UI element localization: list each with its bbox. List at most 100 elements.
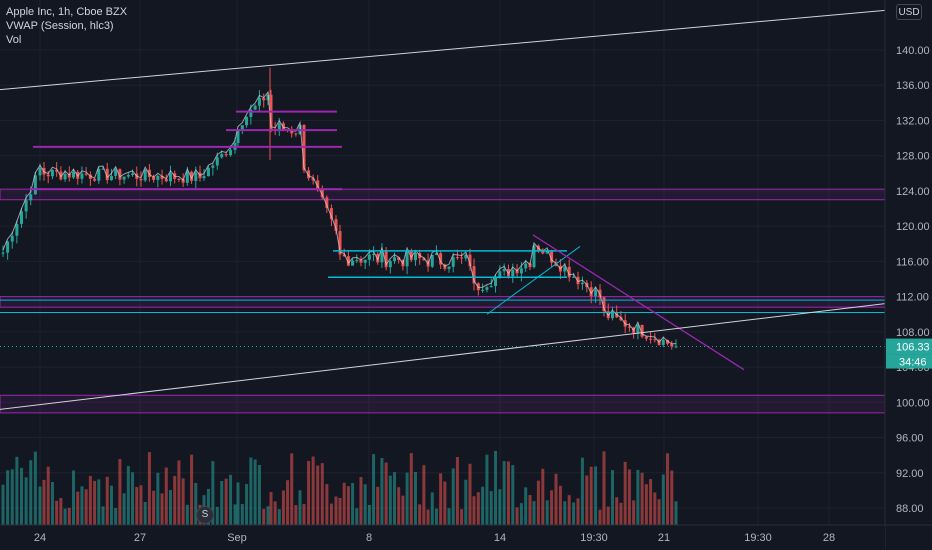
volume-bar [6,470,10,525]
volume-bar [623,461,627,525]
volume-bar [376,486,380,525]
time-axis-labels: 24 27 Sep 8 14 19:30 21 19:30 28 [34,532,835,544]
volume-bar [409,453,413,525]
volume-indicator-label[interactable]: Vol [6,34,22,46]
volume-bar [236,482,240,525]
candle-body [55,169,59,172]
time-tick-label: Sep [227,532,247,544]
volume-bar [413,471,417,525]
session-breaks-icon[interactable]: S [196,506,214,524]
candle-body [380,250,384,263]
candle-body [485,287,489,290]
volume-bar [266,506,270,525]
currency-button[interactable]: USD [896,4,922,20]
candle-body [101,168,105,170]
candle-body [439,253,443,265]
vwap-indicator-label[interactable]: VWAP (Session, hlc3) [6,20,114,32]
volume-bar [286,480,290,525]
volume-bar [194,483,198,525]
volume-bar [384,462,388,525]
volume-bar [363,484,367,525]
volume-bar [84,489,88,525]
candle-body [455,257,459,259]
candle-body [666,339,670,344]
volume-bar [451,468,455,525]
volume-bar [380,457,384,525]
volume-bar [152,490,156,525]
candle-body [181,179,185,183]
volume-bar [545,500,549,525]
price-tick-label: 108.00 [896,327,930,339]
volume-bar [298,490,302,525]
candle-body [126,175,130,177]
volume-bar [229,474,233,525]
volume-bar [649,479,653,525]
candle-body [80,173,84,179]
time-axis-panel [0,525,885,550]
candle-body [460,257,464,259]
volume-bar [567,495,571,525]
candle-body [262,98,266,101]
candle-body [359,260,363,263]
volume-bar [359,477,363,525]
volume-bar [190,454,194,525]
volume-bar [338,497,342,525]
candle-body [367,254,371,260]
volume-bar [316,465,320,525]
chart-legend: Apple Inc, 1h, Cboe BZX VWAP (Session, h… [6,5,127,47]
volume-bar [101,506,105,525]
candle-body [177,178,181,180]
volume-bar [524,487,528,525]
candle-body [311,178,315,181]
candle-body [245,116,249,126]
volume-bar [401,495,405,525]
candle-body [10,235,14,242]
time-tick-label: 28 [823,532,835,544]
volume-bar [294,505,298,525]
candle-body [636,324,640,333]
candle-body [24,200,28,212]
candle-body [38,167,42,176]
volume-bar [302,503,306,525]
volume-bar [122,493,126,525]
volume-bar [105,476,109,525]
candle-body [519,268,523,274]
volume-bar [661,474,665,525]
volume-bar [220,481,224,525]
volume-bar [233,504,237,525]
candle-body [413,252,417,261]
candle-body [290,130,294,134]
volume-bar [249,457,253,525]
volume-bar [59,497,63,525]
candle-body [215,157,219,166]
volume-bar [351,482,355,525]
candle-body [190,171,194,181]
volume-bar [135,487,139,525]
volume-bar [355,508,359,525]
candle-body [351,260,355,266]
volume-bar [273,501,277,525]
candle-body [342,254,346,257]
candle-body [498,271,502,278]
volume-bar [657,499,661,525]
symbol-title[interactable]: Apple Inc, 1h, Cboe BZX [6,6,128,18]
candle-body [20,211,23,224]
candle-body [46,174,50,177]
candle-body [472,266,476,284]
volume-bar [585,475,589,525]
vwap-line [2,90,677,345]
candle-body [249,109,253,117]
volume-bar [185,504,189,525]
volume-bar [118,458,122,525]
candle-body [661,339,665,345]
candle-body [511,269,515,277]
volume-bar [173,475,177,525]
candle-body [397,257,401,261]
candle-body [33,175,37,195]
candle-body [541,250,545,254]
candle-body [524,263,528,269]
candle-body [528,263,532,268]
volume-bar [367,504,371,525]
candle-body [29,194,33,201]
